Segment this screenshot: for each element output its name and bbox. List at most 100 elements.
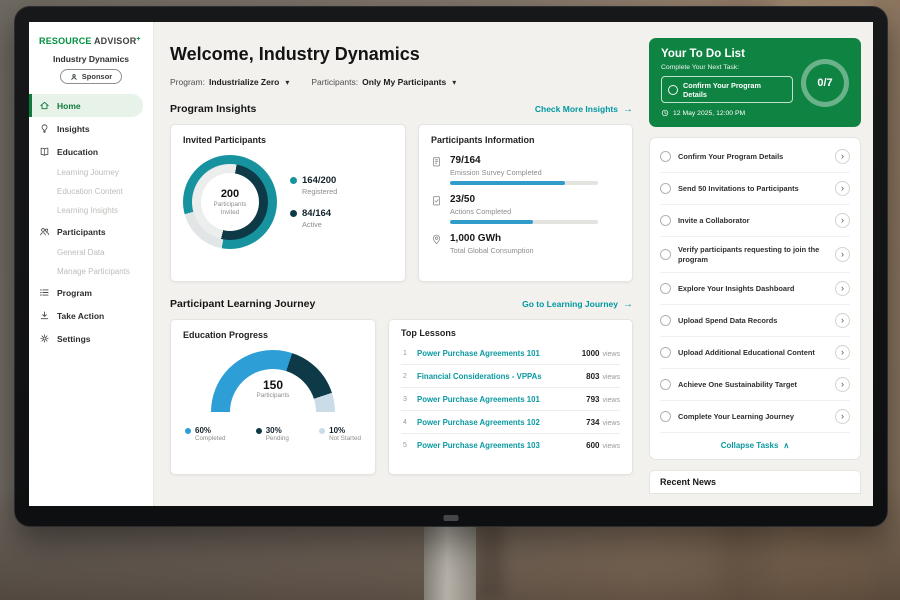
task-row[interactable]: Send 50 Invitations to Participants › [660, 173, 850, 205]
task-row[interactable]: Confirm Your Program Details › [660, 141, 850, 173]
lesson-views: 1000 views [582, 349, 620, 358]
checklist-icon [431, 195, 442, 206]
sidebar-item-label: Learning Journey [57, 168, 119, 177]
legend-label: Pending [265, 435, 289, 442]
book-icon [39, 146, 50, 157]
info-label: Actions Completed [450, 207, 512, 216]
task-checkbox[interactable] [660, 151, 671, 162]
chevron-right-icon: › [841, 151, 844, 161]
todo-next-task-time: 12 May 2025, 12:00 PM [661, 109, 793, 117]
sidebar-item-label: General Data [57, 248, 105, 257]
sidebar-item-learning-insights[interactable]: Learning Insights [29, 201, 153, 220]
task-row[interactable]: Explore Your Insights Dashboard › [660, 273, 850, 306]
sidebar-item-label: Insights [57, 123, 90, 134]
task-checkbox[interactable] [660, 379, 671, 391]
sidebar-item-education-content[interactable]: Education Content [29, 182, 153, 201]
task-chevron-button[interactable]: › [835, 409, 850, 425]
task-checkbox[interactable] [660, 183, 671, 194]
progress-bar [450, 220, 598, 224]
legend-label: Registered [302, 187, 338, 196]
task-checkbox[interactable] [660, 411, 671, 423]
task-chevron-button[interactable]: › [835, 149, 850, 164]
gauge-center-value: 150 [262, 378, 284, 392]
gauge-center: 150 Participants [211, 378, 335, 399]
logo-plus: + [136, 36, 141, 43]
task-chevron-button[interactable]: › [835, 281, 850, 297]
task-chevron-button[interactable]: › [835, 247, 850, 263]
chevron-right-icon: › [841, 411, 844, 422]
task-checkbox[interactable] [660, 249, 671, 261]
task-label: Complete Your Learning Journey [678, 411, 794, 421]
program-select[interactable]: Program: Industrialize Zero ▾ [170, 77, 289, 87]
lesson-row: 3 Power Purchase Agreements 101 793 views [401, 388, 620, 411]
todo-next-task-label: Confirm Your Program Details [683, 80, 761, 99]
sidebar-item-take-action[interactable]: Take Action [29, 304, 153, 327]
sidebar-item-participants[interactable]: Participants [29, 220, 153, 243]
sidebar-item-manage-participants[interactable]: Manage Participants [29, 262, 153, 281]
lesson-views: 600 views [586, 441, 620, 450]
task-chevron-button[interactable]: › [835, 213, 850, 228]
education-gauge-box: 150 Participants [211, 350, 335, 412]
task-chevron-button[interactable]: › [835, 345, 850, 361]
info-row-actions: 23/50 Actions Completed [431, 194, 620, 224]
check-more-insights-link[interactable]: Check More Insights → [535, 104, 633, 115]
task-checkbox[interactable] [660, 215, 671, 226]
task-checkbox[interactable] [660, 315, 671, 327]
participants-select[interactable]: Participants: Only My Participants ▾ [311, 77, 456, 87]
task-label: Upload Additional Educational Content [678, 347, 815, 357]
lesson-rank: 4 [403, 418, 407, 426]
sidebar-item-education[interactable]: Education [29, 140, 153, 163]
views-unit: views [602, 442, 620, 450]
task-row[interactable]: Complete Your Learning Journey › [660, 401, 850, 434]
lesson-link[interactable]: Power Purchase Agreements 101 [417, 394, 540, 404]
map-pin-icon [431, 234, 442, 245]
task-row[interactable]: Upload Additional Educational Content › [660, 337, 850, 370]
sidebar-item-general-data[interactable]: General Data [29, 243, 153, 262]
section-title-program-insights: Program Insights [170, 103, 257, 115]
sidebar: RESOURCE ADVISOR+ Industry Dynamics Spon… [29, 22, 154, 506]
chevron-up-icon: ∧ [783, 441, 790, 451]
logo-text-resource: RESOURCE [39, 36, 92, 46]
lesson-link[interactable]: Financial Considerations - VPPAs [417, 371, 542, 381]
sidebar-item-insights[interactable]: Insights [29, 117, 153, 140]
task-label: Confirm Your Program Details [678, 151, 784, 161]
task-row[interactable]: Invite a Collaborator › [660, 205, 850, 237]
info-row-survey: 79/164 Emission Survey Completed [431, 155, 620, 185]
checkbox-icon[interactable] [668, 84, 678, 95]
collapse-tasks-button[interactable]: Collapse Tasks ∧ [660, 433, 850, 459]
task-chevron-button[interactable]: › [835, 313, 850, 329]
todo-subtitle: Complete Your Next Task: [661, 64, 740, 71]
sidebar-item-program[interactable]: Program [29, 281, 153, 304]
task-row[interactable]: Upload Spend Data Records › [660, 305, 850, 338]
lesson-link[interactable]: Power Purchase Agreements 103 [417, 440, 540, 450]
views-count: 734 [586, 417, 600, 427]
task-row[interactable]: Achieve One Sustainability Target › [660, 369, 850, 402]
lesson-row: 5 Power Purchase Agreements 103 600 views [401, 434, 620, 456]
todo-next-task[interactable]: Confirm Your Program Details [661, 76, 793, 103]
sidebar-item-home[interactable]: Home [29, 94, 143, 117]
participants-information-card: Participants Information 79/164 Emission… [418, 124, 633, 282]
task-row[interactable]: Verify participants requesting to join t… [660, 237, 850, 274]
sidebar-item-label: Settings [57, 333, 91, 344]
task-checkbox[interactable] [660, 283, 671, 295]
task-checkbox[interactable] [660, 347, 671, 359]
legend-item-pending: 30% Pending [255, 426, 289, 442]
legend-value: 60% [195, 426, 212, 435]
progress-bar-fill [450, 181, 566, 185]
todo-title: Your To Do List [661, 48, 745, 60]
go-to-learning-journey-link[interactable]: Go to Learning Journey → [522, 299, 633, 310]
lesson-link[interactable]: Power Purchase Agreements 102 [417, 417, 540, 427]
invited-donut-wrap: 200 Participants Invited 164/200 Regist [183, 155, 393, 249]
task-chevron-button[interactable]: › [835, 377, 850, 393]
chevron-right-icon: › [841, 347, 844, 358]
sidebar-item-settings[interactable]: Settings [29, 327, 153, 350]
lesson-link[interactable]: Power Purchase Agreements 101 [417, 348, 540, 358]
todo-time-text: 12 May 2025, 12:00 PM [673, 109, 746, 117]
task-chevron-button[interactable]: › [835, 181, 850, 196]
progress-bar [450, 181, 598, 185]
list-icon [39, 287, 50, 298]
sponsor-badge[interactable]: Sponsor [59, 69, 123, 84]
sidebar-item-learning-journey[interactable]: Learning Journey [29, 163, 153, 182]
filter-bar: Program: Industrialize Zero ▾ Participan… [170, 77, 633, 87]
learning-journey-header: Participant Learning Journey Go to Learn… [170, 298, 633, 310]
